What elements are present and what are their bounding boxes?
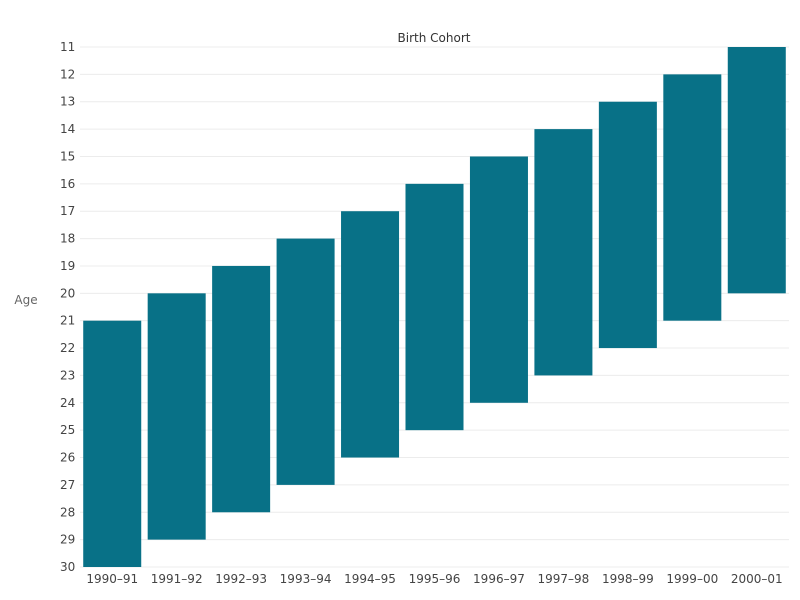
y-tick-label: 16 bbox=[60, 177, 75, 191]
y-tick-label: 11 bbox=[60, 40, 75, 54]
y-tick-label: 14 bbox=[60, 122, 75, 136]
x-tick-label: 1996–97 bbox=[473, 572, 525, 586]
x-tick-label: 1991–92 bbox=[151, 572, 203, 586]
y-tick-label: 18 bbox=[60, 232, 75, 246]
chart-title: Birth Cohort bbox=[398, 31, 471, 45]
y-tick-label: 29 bbox=[60, 533, 75, 547]
y-tick-label: 13 bbox=[60, 95, 75, 109]
bar-0[interactable] bbox=[83, 320, 142, 567]
x-tick-label: 1997–98 bbox=[538, 572, 590, 586]
bar-2[interactable] bbox=[212, 265, 271, 513]
x-tick-label: 2000–01 bbox=[731, 572, 783, 586]
bar-5[interactable] bbox=[405, 183, 464, 431]
y-tick-label: 23 bbox=[60, 368, 75, 382]
y-tick-label: 24 bbox=[60, 396, 75, 410]
bar-6[interactable] bbox=[469, 156, 528, 403]
bar-7[interactable] bbox=[534, 129, 593, 376]
bar-10[interactable] bbox=[727, 47, 786, 294]
y-tick-label: 27 bbox=[60, 478, 75, 492]
y-tick-label: 20 bbox=[60, 286, 75, 300]
x-tick-label: 1992–93 bbox=[215, 572, 267, 586]
y-tick-label: 19 bbox=[60, 259, 75, 273]
y-tick-label: 17 bbox=[60, 204, 75, 218]
y-tick-label: 28 bbox=[60, 505, 75, 519]
x-tick-label: 1994–95 bbox=[344, 572, 396, 586]
y-tick-label: 26 bbox=[60, 451, 75, 465]
x-tick-label: 1999–00 bbox=[666, 572, 718, 586]
y-tick-label: 15 bbox=[60, 149, 75, 163]
x-axis-ticks: 1990–91 1991–92 1992–93 1993–94 1994–95 1995–… bbox=[86, 572, 782, 586]
bar-9[interactable] bbox=[663, 74, 722, 321]
y-axis-label: Age bbox=[14, 293, 37, 307]
bar-8[interactable] bbox=[598, 101, 657, 349]
x-tick-label: 1990–91 bbox=[86, 572, 138, 586]
x-tick-label: 1998–99 bbox=[602, 572, 654, 586]
y-tick-label: 22 bbox=[60, 341, 75, 355]
bar-4[interactable] bbox=[341, 211, 400, 458]
x-tick-label: 1995–96 bbox=[409, 572, 461, 586]
y-axis-ticks: 11 12 13 14 15 16 17 18 19 20 21 22 23 24 25 26 27 28 29 30 bbox=[60, 40, 75, 574]
y-tick-label: 30 bbox=[60, 560, 75, 574]
bars bbox=[83, 47, 786, 567]
y-tick-label: 21 bbox=[60, 314, 75, 328]
x-tick-label: 1993–94 bbox=[280, 572, 332, 586]
y-tick-label: 25 bbox=[60, 423, 75, 437]
bar-1[interactable] bbox=[147, 293, 206, 540]
bar-3[interactable] bbox=[276, 238, 335, 485]
y-tick-label: 12 bbox=[60, 67, 75, 81]
